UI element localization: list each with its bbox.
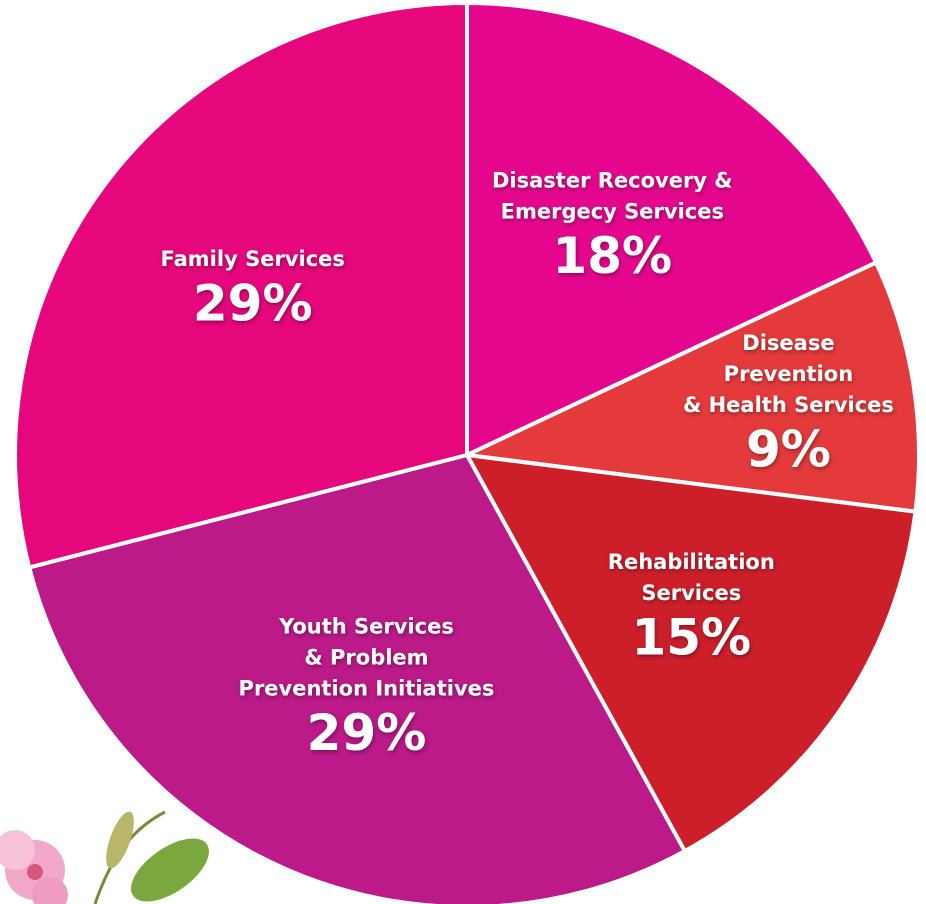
pie-slice: [465, 453, 918, 854]
pie: [13, 1, 921, 904]
value-label: 15%: [631, 608, 751, 666]
slice-label: Rehabilitation: [608, 550, 775, 574]
value-label: 29%: [307, 704, 427, 762]
pie-slice: [13, 1, 469, 570]
slice-label: Family Services: [161, 247, 345, 271]
value-label: 18%: [552, 227, 672, 285]
value-label: 29%: [193, 274, 313, 332]
slice-label: & Problem: [304, 645, 428, 669]
slice-label: Prevention: [724, 362, 854, 386]
value-label: 9%: [746, 421, 831, 479]
pie-labels: Disaster Recovery & Emergecy Services 18% D…: [161, 169, 894, 762]
slice-label: Disaster Recovery &: [492, 169, 733, 193]
slice-label: Disease: [742, 331, 834, 355]
pie-slice: [27, 453, 687, 904]
slice-label: Prevention Initiatives: [239, 676, 495, 700]
slice-label: Emergecy Services: [501, 200, 724, 224]
slice-label: & Health Services: [683, 393, 894, 417]
slice-label: Services: [641, 581, 741, 605]
pie-slice: [465, 260, 921, 514]
slice-label: Youth Services: [278, 614, 454, 638]
flower-decoration: [0, 810, 209, 904]
pie-slice: [465, 1, 878, 457]
